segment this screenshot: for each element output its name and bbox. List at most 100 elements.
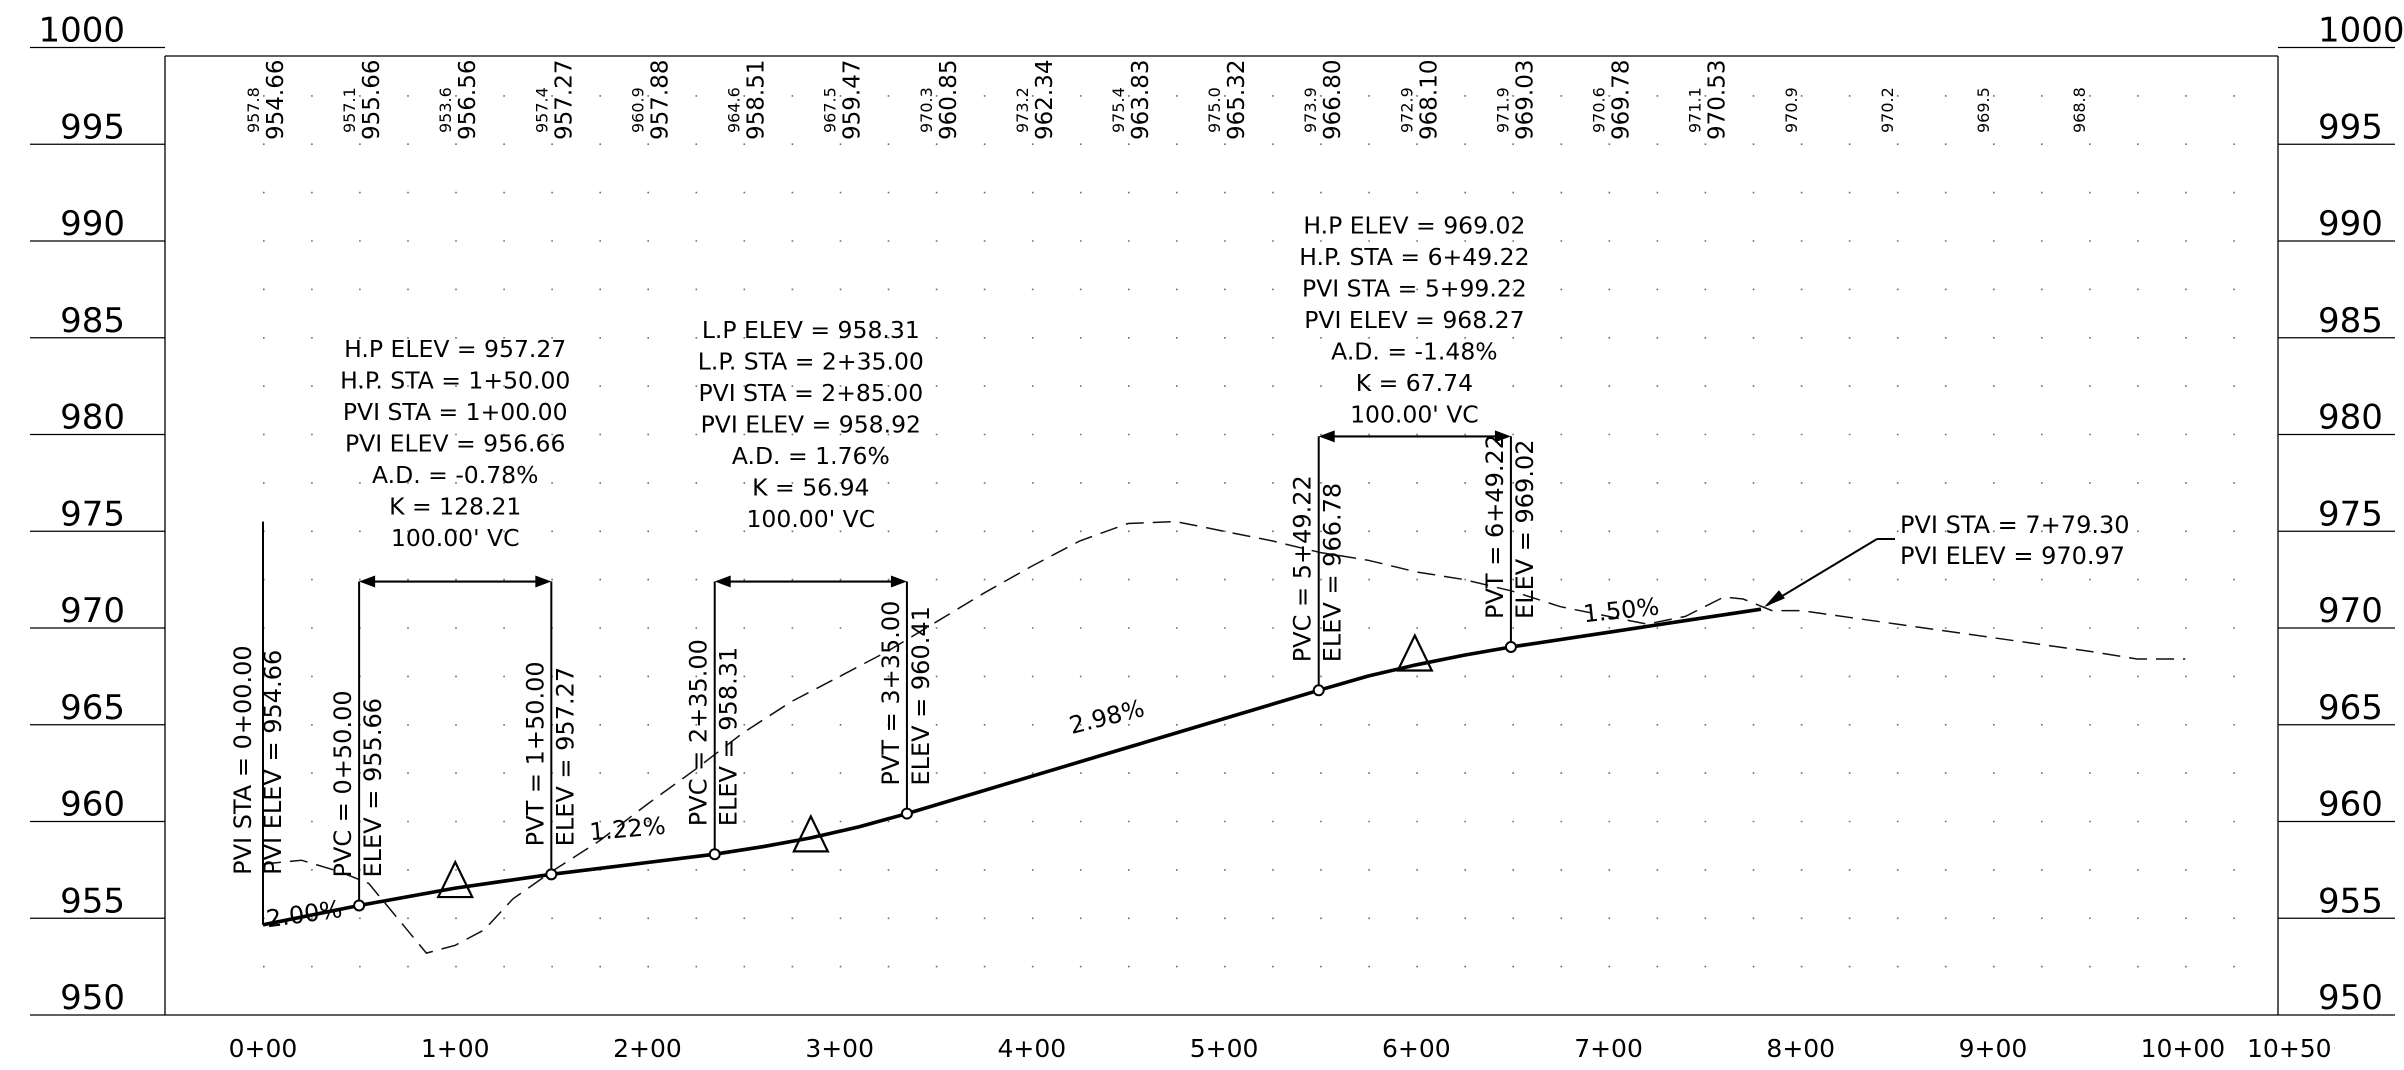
x-axis-station-labels: 0+00 1+00 2+00 3+00 4+00 5+00 6+00 7+00 8+00 9+00…	[229, 1034, 2332, 1063]
existing-elev-label: 957.1	[340, 87, 359, 133]
existing-ground-polyline	[262, 520, 2186, 954]
proposed-elev-label: 970.53	[1705, 60, 1731, 140]
station-callout-text: PVT = 1+50.00	[521, 661, 549, 846]
curve-label-line: PVI STA = 1+00.00	[343, 398, 568, 426]
existing-elev-label: 957.4	[532, 87, 551, 133]
curve-label-line: H.P ELEV = 957.27	[344, 335, 566, 363]
proposed-elev-label: 959.47	[840, 60, 866, 140]
y-label-left: 955	[60, 881, 125, 921]
y-label-right: 970	[2318, 591, 2383, 631]
curve-label-line: K = 56.94	[752, 473, 869, 501]
x-station-label: 9+00	[1959, 1034, 2028, 1063]
x-station-label: 2+00	[613, 1034, 682, 1063]
existing-elev-label: 967.5	[821, 87, 840, 133]
x-station-label: 5+00	[1190, 1034, 1259, 1063]
proposed-elev-label: 969.03	[1512, 60, 1538, 140]
existing-elev-label: 969.5	[1974, 87, 1993, 133]
station-callout-text: ELEV = 966.78	[1319, 483, 1347, 662]
x-station-label: 8+00	[1766, 1034, 1835, 1063]
y-label-left: 960	[60, 785, 125, 825]
station-callout-lines: PVI STA = 0+00.00 PVI ELEV = 954.66 PVC = …	[229, 434, 1539, 925]
curve-label-line: K = 67.74	[1356, 369, 1473, 397]
station-callout-text: PVC = 2+35.00	[685, 639, 713, 826]
existing-elev-label: 960.9	[628, 87, 647, 133]
curve-point-circle	[353, 899, 366, 912]
curve-point-circle	[545, 868, 558, 881]
proposed-elev-label: 957.27	[551, 60, 577, 140]
existing-elev-label: 973.9	[1301, 87, 1320, 133]
curve-label-line: PVI ELEV = 958.92	[701, 410, 921, 438]
callout-leader	[1766, 538, 1878, 607]
pvi-callout: PVI STA = 7+79.30 PVI ELEV = 970.97	[1763, 511, 2130, 608]
station-callout-text: PVC = 5+49.22	[1289, 475, 1317, 662]
grade-label: 1.22%	[588, 812, 666, 847]
existing-elev-label: 970.2	[1878, 87, 1897, 133]
curve-label-line: A.D. = -0.78%	[372, 461, 538, 489]
existing-elev-label: 971.1	[1686, 87, 1705, 133]
station-elevation-labels: 957.8 954.66 957.1 955.66 953.6 956.56 957.4 95…	[244, 60, 2089, 140]
y-label-left: 975	[60, 494, 125, 534]
y-label-right: 975	[2318, 494, 2383, 534]
y-label-right: 960	[2318, 785, 2383, 825]
proposed-elev-label: 965.32	[1224, 60, 1250, 140]
y-label-left: 970	[60, 591, 125, 631]
curve-label-line: PVI STA = 5+99.22	[1302, 274, 1527, 302]
arrowhead-left	[1318, 430, 1335, 443]
proposed-elev-label: 955.66	[359, 60, 385, 140]
curve-label-line: H.P. STA = 6+49.22	[1299, 243, 1529, 271]
curve-point-circle	[708, 848, 721, 861]
arrowhead-left	[359, 575, 376, 588]
curve-label-line: L.P ELEV = 958.31	[702, 316, 920, 344]
y-label-right: 1000	[2318, 11, 2404, 51]
proposed-elev-label: 966.80	[1320, 60, 1346, 140]
station-callout-text: ELEV = 957.27	[551, 667, 579, 846]
grade-label: 2.00%	[264, 895, 343, 933]
existing-ground-line	[262, 520, 2186, 954]
grade-label: 2.98%	[1066, 694, 1147, 740]
pvi-triangle-marker	[792, 813, 830, 853]
existing-elev-label: 970.6	[1590, 87, 1609, 133]
proposed-elev-label: 954.66	[263, 60, 289, 140]
existing-elev-label: 964.6	[725, 87, 744, 133]
curve-label-line: PVI ELEV = 956.66	[345, 430, 565, 458]
curve-label-line: 100.00' VC	[1350, 400, 1479, 428]
pvi-triangle-marker	[1396, 632, 1434, 672]
proposed-elev-label: 957.88	[647, 60, 673, 140]
existing-elev-label: 957.8	[244, 87, 263, 133]
curve-label-line: A.D. = 1.76%	[732, 442, 890, 470]
vertical-curve-annotations: H.P ELEV = 957.27 H.P. STA = 1+50.00 PVI S…	[340, 211, 1530, 588]
x-station-label: 6+00	[1382, 1034, 1451, 1063]
x-station-label: 0+00	[229, 1034, 298, 1063]
y-label-left: 950	[60, 978, 125, 1018]
arrowhead-right	[1494, 430, 1511, 443]
y-label-left: 1000	[38, 11, 125, 51]
y-axis-left-labels: 1000 995 990 985 980 975 970 965 960 955 950	[30, 11, 165, 1018]
y-label-left: 985	[60, 301, 125, 341]
proposed-profile-line	[262, 607, 1762, 927]
curve-label-line: PVI STA = 2+85.00	[698, 379, 923, 407]
y-label-left: 990	[60, 204, 125, 244]
proposed-elev-label: 969.78	[1609, 60, 1635, 140]
y-label-left: 965	[60, 688, 125, 728]
x-station-label: 10+00	[2141, 1034, 2226, 1063]
y-label-right: 965	[2318, 688, 2383, 728]
station-callout-text: PVI STA = 0+00.00	[229, 645, 257, 875]
existing-elev-label: 972.9	[1397, 87, 1416, 133]
pvi-markers	[436, 632, 1434, 899]
station-callout-text: ELEV = 969.02	[1511, 439, 1539, 618]
existing-elev-label: 970.3	[917, 87, 936, 133]
arrowhead-right	[535, 575, 552, 588]
y-label-right: 990	[2318, 204, 2383, 244]
station-callout-text: PVI ELEV = 954.66	[259, 650, 287, 875]
grade-labels: 2.00% 1.22% 2.98% 1.50%	[264, 592, 1660, 933]
station-callout-text: PVT = 3+35.00	[877, 601, 905, 786]
grade-label: 1.50%	[1582, 592, 1661, 628]
proposed-elev-label: 958.51	[744, 60, 770, 140]
station-callout-text: ELEV = 960.41	[907, 606, 935, 785]
proposed-elev-label: 963.83	[1128, 60, 1154, 140]
curve-point-circle	[900, 807, 913, 820]
existing-elev-label: 975.4	[1109, 87, 1128, 133]
pvi-triangle-marker	[436, 859, 474, 899]
y-label-left: 980	[60, 398, 125, 438]
